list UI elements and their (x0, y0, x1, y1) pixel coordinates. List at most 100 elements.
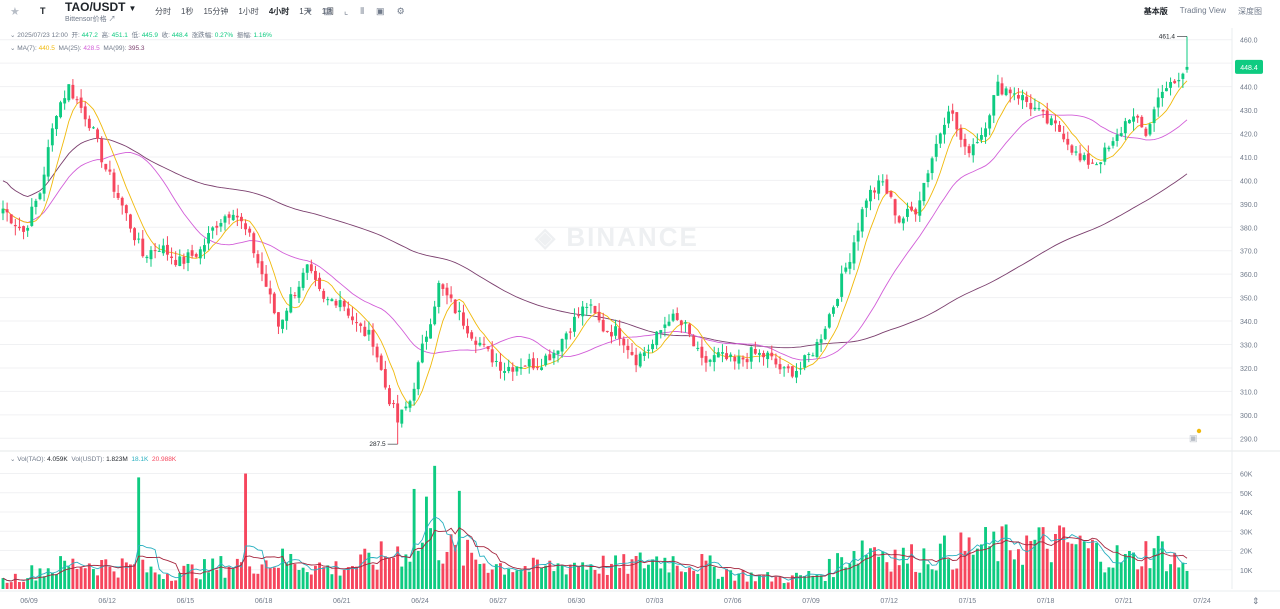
candle-body (371, 330, 375, 347)
volume-bar (663, 557, 667, 589)
candle-body (967, 146, 971, 154)
view-tab[interactable]: Trading View (1179, 6, 1226, 15)
candle-body (573, 316, 576, 332)
volume-bar (211, 558, 215, 589)
candle-body (659, 330, 663, 333)
candle-body (930, 158, 934, 174)
interval-tab[interactable]: 1周 (321, 7, 335, 16)
candle-body (614, 326, 617, 336)
candle-body (581, 306, 585, 317)
symbol-selector[interactable]: TAO/USDT ▼ (65, 0, 137, 14)
view-tab[interactable]: 深度图 (1238, 7, 1262, 16)
candle-body (30, 206, 34, 226)
volume-bar (568, 565, 572, 589)
candle-body (252, 233, 256, 254)
volume-bar (383, 556, 387, 589)
interval-tab[interactable]: 1小时 (238, 7, 259, 16)
candle-body (334, 300, 338, 306)
candle-body (289, 294, 293, 313)
candle-body (577, 315, 580, 317)
candle-body (503, 371, 506, 373)
interval-tab[interactable]: 1秒 (181, 7, 194, 16)
candle-body (346, 308, 350, 316)
candle-body (610, 331, 613, 337)
candle-body (1021, 95, 1024, 101)
interval-tab[interactable]: 4小时 (268, 7, 290, 16)
candle-body (708, 359, 712, 362)
candle-body (679, 320, 683, 326)
volume-bar (823, 580, 827, 589)
collapse-chevron-icon[interactable]: ⌄ (10, 32, 16, 39)
candle-body (5, 209, 9, 213)
volume-bar (50, 572, 54, 589)
volume-bar (120, 558, 124, 589)
x-tick-label: 06/15 (177, 598, 195, 605)
candle-body (527, 359, 531, 367)
volume-bar (408, 561, 412, 589)
candle-body (622, 338, 626, 346)
candle-style-icon[interactable]: ⫴ (360, 6, 365, 16)
volume-bar (1012, 559, 1016, 589)
candle-body (943, 124, 946, 135)
volume-bar (223, 577, 227, 589)
candle-body (885, 179, 889, 194)
candle-body (1070, 145, 1074, 153)
candle-body (367, 329, 371, 335)
interval-tab[interactable]: 1天 (299, 7, 312, 16)
x-tick-label: 06/24 (411, 598, 429, 605)
interval-tab[interactable]: 分时 (155, 7, 171, 16)
candle-body (556, 350, 560, 355)
candle-body (758, 352, 761, 355)
candle-body (256, 254, 260, 264)
candle-body (877, 180, 881, 194)
volume-info: ⌄ Vol(TAO): 4.059K Vol(USDT): 1.823M 18.… (10, 456, 177, 463)
volume-bar (519, 569, 523, 589)
candle-body (897, 216, 901, 223)
indicator-icon[interactable]: ▤ (323, 6, 333, 16)
settings-gear-icon[interactable]: ⚙ (396, 6, 405, 16)
token-name-link[interactable]: Bittensor价格 ↗ (65, 16, 116, 23)
volume-bar (951, 569, 955, 589)
volume-bar (375, 569, 379, 589)
volume-bar (836, 553, 839, 589)
volume-bar (5, 582, 9, 589)
candle-body (420, 343, 424, 363)
draw-icon[interactable]: ⌞ (344, 6, 349, 16)
chevron-down-icon[interactable]: ▾ (307, 6, 312, 16)
candle-body (9, 214, 13, 224)
volume-bar (630, 559, 634, 589)
candle-body (799, 368, 802, 370)
interval-tab[interactable]: 15分钟 (203, 7, 229, 16)
candle-body (938, 133, 942, 144)
candle-body (544, 355, 548, 366)
volume-bar (651, 559, 654, 589)
collapse-chevron-icon[interactable]: ⌄ (10, 456, 16, 463)
volume-bar (1111, 567, 1115, 589)
x-tick-label: 06/18 (255, 598, 273, 605)
candle-body (112, 172, 116, 192)
candle-body (71, 84, 75, 99)
view-tab[interactable]: 基本版 (1143, 7, 1168, 16)
volume-bar (161, 579, 165, 589)
candle-body (766, 352, 770, 360)
volume-bar (511, 572, 515, 589)
volume-bar (560, 565, 564, 589)
candle-body (198, 249, 202, 259)
volume-bar (355, 566, 358, 589)
collapse-chevron-icon[interactable]: ⌄ (10, 45, 16, 52)
favorite-star-icon[interactable]: ★ (10, 6, 20, 18)
volume-bar (975, 548, 979, 589)
volume-bar (371, 564, 375, 589)
volume-bar (416, 550, 420, 589)
candle-body (490, 349, 494, 363)
candle-body (1173, 80, 1177, 84)
volume-bar (507, 568, 511, 589)
volume-bar (116, 577, 120, 589)
candle-body (852, 242, 856, 264)
layout-icon[interactable]: ▣ (376, 6, 385, 16)
volume-bar (1082, 541, 1086, 589)
ma25-line (2, 113, 1188, 361)
candle-body (803, 355, 807, 368)
volume-bar (675, 565, 679, 589)
